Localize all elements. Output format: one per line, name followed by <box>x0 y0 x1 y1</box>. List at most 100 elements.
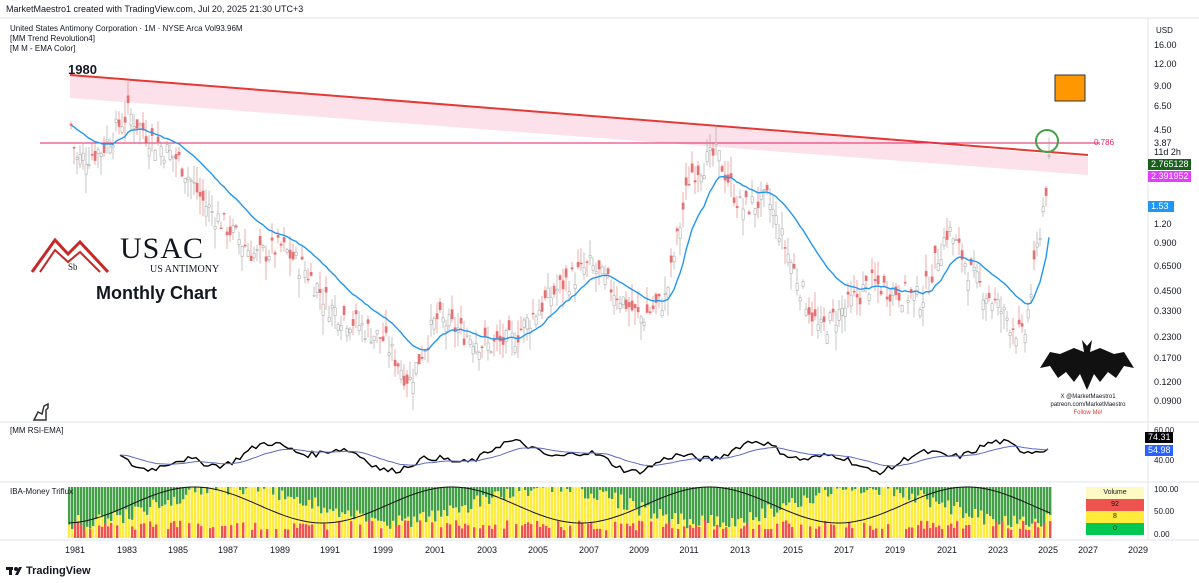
candle-body <box>882 275 886 283</box>
flow-bar-green <box>842 487 845 491</box>
flow-bar-yellow <box>428 516 431 538</box>
flow-bar-green <box>944 487 947 508</box>
trend-line[interactable] <box>69 74 1089 156</box>
candle-body <box>954 239 958 241</box>
flow-bar-yellow <box>515 487 518 538</box>
flow-bar-yellow <box>701 515 704 538</box>
flow-bar-yellow <box>266 487 269 538</box>
candle-body <box>735 205 739 209</box>
flow-bar-yellow <box>155 502 158 538</box>
flow-bar-red <box>149 521 152 538</box>
flow-bar-yellow <box>176 504 179 538</box>
flow-bar-yellow <box>122 523 125 538</box>
flow-bar-green <box>677 487 680 525</box>
flow-bar-green <box>338 487 341 517</box>
candle-body <box>807 307 811 315</box>
candle-body <box>117 119 121 127</box>
flow-bar-red <box>260 529 263 538</box>
flow-bar-red <box>704 520 707 538</box>
flow-bar-red <box>548 527 551 538</box>
flow-bar-yellow <box>911 493 914 538</box>
tradingview-brand[interactable]: TradingView <box>6 565 91 577</box>
candle-body <box>561 280 565 290</box>
flow-bar-green <box>1016 487 1019 524</box>
flow-bar-yellow <box>569 492 572 538</box>
candle-body <box>756 201 760 209</box>
flow-bar-yellow <box>584 498 587 538</box>
candle-body <box>675 228 679 232</box>
flow-bar-green <box>986 487 989 515</box>
flow-bar-yellow <box>674 513 677 538</box>
flow-bar-yellow <box>659 509 662 538</box>
candle-body <box>327 317 331 322</box>
flow-bar-red <box>461 528 464 538</box>
flow-bar-green <box>194 487 197 493</box>
flow-bar-yellow <box>935 501 938 538</box>
flow-bar-green <box>953 487 956 507</box>
flow-bar-red <box>605 530 608 538</box>
flow-bar-red <box>626 523 629 538</box>
flow-bar-green <box>518 487 521 492</box>
candle-body <box>234 225 238 228</box>
candle-body <box>603 273 607 285</box>
candle-body <box>462 338 466 345</box>
symbol-info[interactable]: United States Antimony Corporation · 1M … <box>10 24 243 33</box>
flow-bar-yellow <box>530 490 533 538</box>
flow-bar-red <box>614 521 617 538</box>
flow-bar-green <box>179 487 182 504</box>
flow-bar-red <box>167 529 170 538</box>
flow-bar-green <box>284 487 287 500</box>
flow-bar-yellow <box>902 497 905 538</box>
highlight-circle <box>1035 129 1059 153</box>
candle-body <box>417 354 421 365</box>
candle-body <box>489 351 493 353</box>
candle-body <box>246 250 250 257</box>
candle-body <box>687 184 691 186</box>
flow-bar-green <box>827 487 830 497</box>
candle-body <box>714 142 718 145</box>
flow-tick-100: 100.00 <box>1154 485 1179 494</box>
flow-bar-red <box>992 526 995 538</box>
usac-logo: Sb USAC US ANTIMONY <box>30 232 220 277</box>
logo-sub: US ANTIMONY <box>150 264 220 275</box>
flow-bar-yellow <box>899 493 902 538</box>
candle-body <box>471 346 475 355</box>
flow-bar-green <box>815 487 818 496</box>
flow-bar-yellow <box>377 520 380 538</box>
flow-bar-green <box>893 487 896 497</box>
flow-bar-yellow <box>653 513 656 538</box>
flow-bar-green <box>473 487 476 500</box>
flow-bar-yellow <box>896 489 899 538</box>
candle-body <box>183 178 187 183</box>
flow-bar-red <box>677 529 680 538</box>
x-tick-label: 1999 <box>373 545 393 555</box>
flow-bar-yellow <box>926 499 929 538</box>
flow-bar-green <box>431 487 434 511</box>
flow-bar-red <box>464 523 467 538</box>
candle-body <box>1008 332 1012 336</box>
flow-bar-yellow <box>623 509 626 538</box>
flow-bar-yellow <box>365 521 368 538</box>
flow-bar-green <box>143 487 146 512</box>
flow-bar-green <box>1049 487 1052 516</box>
flow-bar-yellow <box>998 524 1001 538</box>
flow-bar-yellow <box>605 491 608 538</box>
flow-bar-red <box>230 525 233 538</box>
flow-bar-red <box>491 528 494 538</box>
candle-body <box>597 260 601 270</box>
candle-body <box>492 337 496 342</box>
flow-bar-yellow <box>545 487 548 538</box>
flow-bar-green <box>392 487 395 521</box>
rsi-title[interactable]: [MM RSI-EMA] <box>10 426 64 435</box>
flow-bar-green <box>116 487 119 516</box>
flow-bar-green <box>344 487 347 515</box>
candle-body <box>132 126 136 129</box>
flow-title[interactable]: IBA-Money Triflux <box>10 487 74 496</box>
flow-bar-green <box>995 487 998 528</box>
flow-bar-green <box>425 487 428 523</box>
flow-bar-green <box>698 487 701 526</box>
indicator-trend-label[interactable]: [MM Trend Revolution4] <box>10 34 95 43</box>
indicator-ema-label[interactable]: [M M - EMA Color] <box>10 44 76 53</box>
flow-bar-yellow <box>119 515 122 538</box>
